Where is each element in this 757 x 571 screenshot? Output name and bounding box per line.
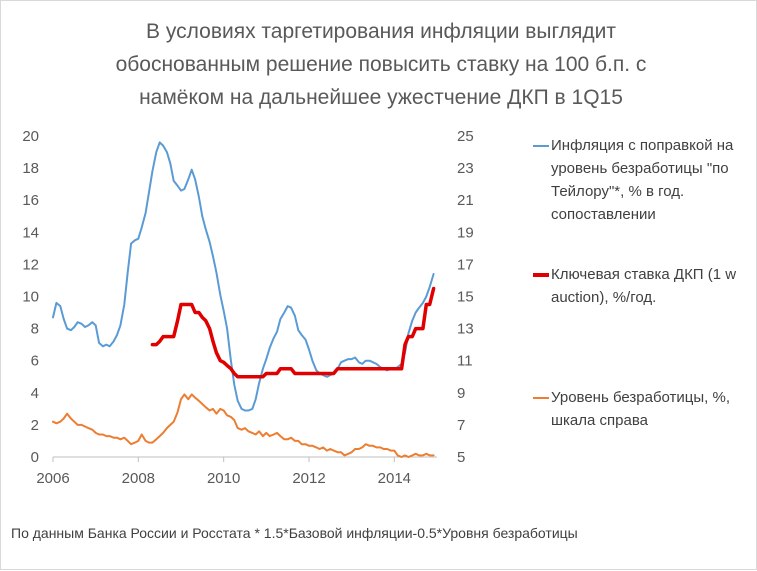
y-right-tick-label: 13: [457, 321, 474, 338]
y-left-tick-label: 10: [22, 289, 39, 306]
y-right-tick-label: 9: [457, 385, 465, 402]
source-footnote: По данным Банка России и Росстата * 1.5*…: [11, 525, 578, 541]
y-left-tick-label: 0: [31, 449, 39, 466]
series-line-0: [52, 141, 435, 412]
series-line-1: [150, 286, 436, 379]
y-right-tick-label: 17: [457, 256, 474, 273]
y-right-tick-label: 23: [457, 160, 474, 177]
x-tick-label: 2014: [378, 470, 411, 487]
y-left-tick-label: 2: [31, 417, 39, 434]
x-tick-label: 2006: [36, 470, 69, 487]
series-line-2: [52, 393, 435, 458]
y-left-tick-label: 6: [31, 353, 39, 370]
y-right-tick-label: 21: [457, 192, 474, 209]
legend-label: Инфляция с поправкой на уровень безработ…: [551, 137, 734, 223]
y-left-tick-label: 14: [22, 224, 39, 241]
x-tick-label: 2010: [207, 470, 240, 487]
x-tick-label: 2012: [292, 470, 325, 487]
y-right-tick-label: 5: [457, 449, 465, 466]
y-right-tick-label: 19: [457, 224, 474, 241]
legend-swatch: [533, 273, 549, 277]
chart-title-line: В условиях таргетирования инфляции выгля…: [146, 20, 616, 43]
y-right-tick-label: 11: [457, 353, 473, 370]
y-left-tick-label: 12: [22, 256, 39, 273]
y-left-tick-label: 16: [22, 192, 39, 209]
legend-label: Уровень безработицы, %, шкала справа: [551, 389, 731, 429]
chart-title-line: обоснованным решение повысить ставку на …: [115, 53, 647, 76]
y-left-tick-label: 8: [31, 321, 39, 338]
chart-title: В условиях таргетирования инфляции выгля…: [31, 15, 731, 114]
chart-title-line: намёком на дальнейшее ужестчение ДКП в 1…: [139, 86, 623, 109]
legend-swatch: [533, 145, 549, 147]
legend-label: Ключевая ставка ДКП (1 w auction), %/год…: [551, 266, 737, 306]
y-left-tick-label: 20: [22, 128, 39, 145]
y-right-tick-label: 15: [457, 289, 474, 306]
x-tick-label: 2008: [122, 470, 155, 487]
y-right-tick-label: 7: [457, 417, 465, 434]
y-right-tick-label: 25: [457, 128, 474, 145]
legend-swatch: [533, 397, 549, 399]
y-left-tick-label: 18: [22, 160, 39, 177]
y-left-tick-label: 4: [31, 385, 39, 402]
